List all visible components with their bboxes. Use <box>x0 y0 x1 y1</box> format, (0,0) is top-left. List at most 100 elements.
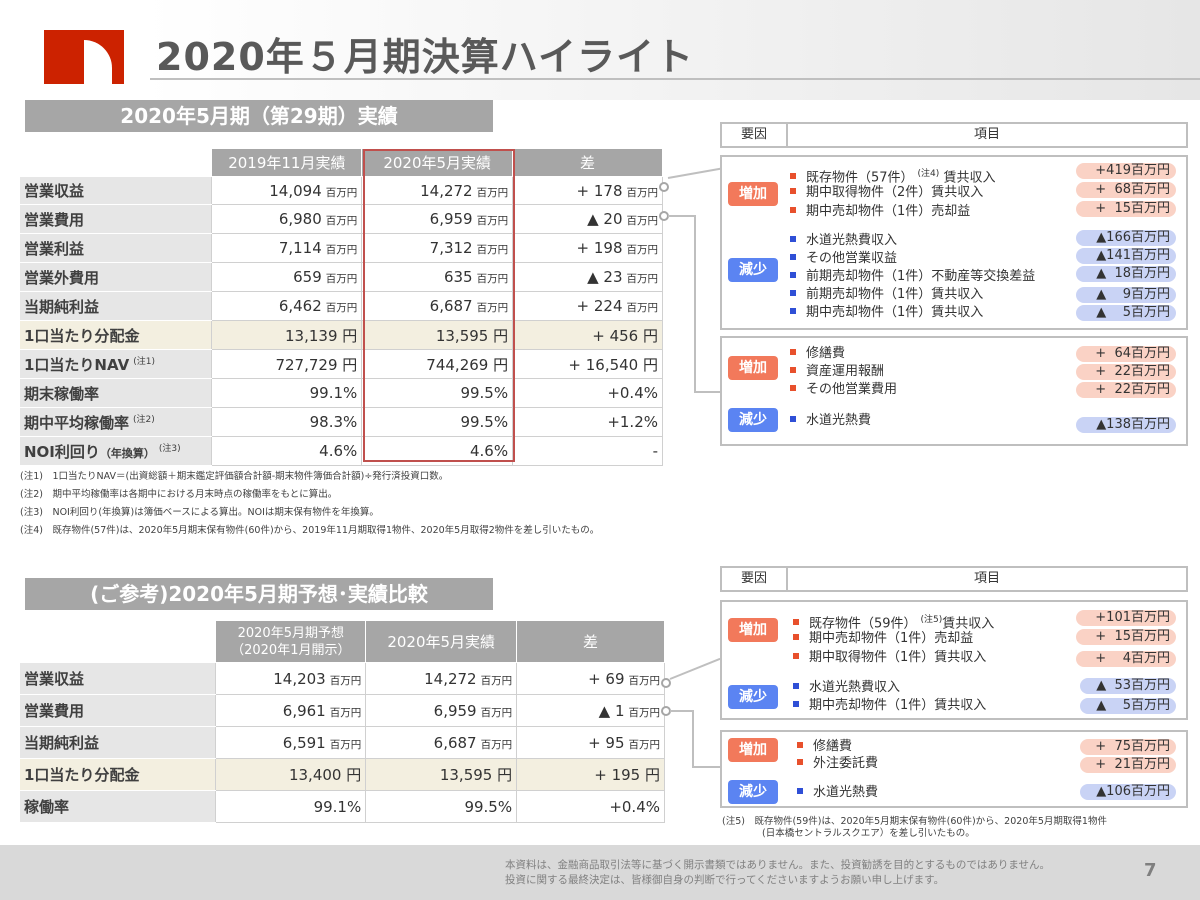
amount-pill: + 15百万円 <box>1076 201 1176 217</box>
table-row: 稼働率 99.1% 99.5% +0.4% <box>20 790 665 823</box>
connector-line <box>692 710 694 768</box>
footnote-5: (注5) 既存物件(59件)は、2020年5月期末保有物件(60件)から、202… <box>722 816 1107 839</box>
connector-line <box>694 391 722 393</box>
list-item: その他営業費用 <box>790 382 897 398</box>
list-item: 期中売却物件（1件）賃共収入 <box>793 698 986 714</box>
decrease-badge: 減少 <box>728 780 778 804</box>
bullet-icon <box>790 348 796 355</box>
table-row: 営業収益 14,203 百万円 14,272 百万円 + 69 百万円 <box>20 662 665 695</box>
increase-badge: 増加 <box>728 182 778 206</box>
col-header: 2020年5月実績 <box>361 148 514 177</box>
table-row: 営業利益 7,114 百万円 7,312 百万円 + 198 百万円 <box>20 233 663 263</box>
bullet-icon <box>793 700 799 707</box>
factor-header: 要因 項目 <box>720 566 1188 592</box>
table-row: 1口当たりNAV (注1) 727,729 円 744,269 円 + 16,54… <box>20 349 663 379</box>
bullet-icon <box>790 187 796 194</box>
decrease-badge: 減少 <box>728 685 778 709</box>
bullet-icon <box>793 618 799 625</box>
list-item: 期中取得物件（1件）賃共収入 <box>793 650 986 666</box>
amount-pill: + 22百万円 <box>1076 382 1176 398</box>
connector-line <box>668 215 696 217</box>
amount-pill: + 68百万円 <box>1076 182 1176 198</box>
table-row: 営業費用 6,961 百万円 6,959 百万円 ▲ 1 百万円 <box>20 694 665 727</box>
amount-pill: + 21百万円 <box>1080 757 1176 773</box>
bullet-icon <box>790 366 796 373</box>
increase-badge: 増加 <box>728 356 778 380</box>
amount-pill: + 64百万円 <box>1076 346 1176 362</box>
footnote-4: (注4) 既存物件(57件)は、2020年5月期末保有物件(60件)から、201… <box>20 525 600 536</box>
col-header: 差 <box>516 620 665 663</box>
decrease-badge: 減少 <box>728 408 778 432</box>
list-item: 前期売却物件（1件）不動産等交換差益 <box>790 269 1035 285</box>
amount-pill: ▲141百万円 <box>1076 248 1176 264</box>
footnote-2: (注2) 期中平均稼働率は各期中における月末時点の稼働率をもとに算出。 <box>20 489 338 500</box>
list-item: 水道光熱費 <box>790 413 871 429</box>
table-row: 期末稼働率 99.1% 99.5% +0.4% <box>20 378 663 408</box>
table-row: NOI利回り（年換算） (注3) 4.6% 4.6% - <box>20 436 663 466</box>
amount-pill: ▲ 5百万円 <box>1076 305 1176 321</box>
amount-pill: + 75百万円 <box>1080 739 1176 755</box>
footnotes: (注1) 1口当たりNAV＝(出資総額＋期末鑑定評価額合計額-期末物件簿価合計額… <box>20 470 670 542</box>
amount-pill: +419百万円 <box>1076 163 1176 179</box>
footnote-3: (注3) NOI利回り(年換算)は簿価ベースによる算出。NOIは期末保有物件を年… <box>20 507 379 518</box>
list-item: 前期売却物件（1件）賃共収入 <box>790 287 983 303</box>
bullet-icon <box>790 271 796 278</box>
bullet-icon <box>790 235 796 242</box>
amount-pill: + 4百万円 <box>1076 651 1176 667</box>
increase-badge: 増加 <box>728 618 778 642</box>
list-item: 水道光熱費 <box>797 785 878 801</box>
amount-pill: ▲ 53百万円 <box>1080 678 1176 694</box>
table-row: 当期純利益 6,591 百万円 6,687 百万円 + 95 百万円 <box>20 726 665 759</box>
results-table: 2019年11月実績 2020年5月実績 差 営業収益 14,094 百万円 14… <box>20 148 663 466</box>
col-header: 2020年5月実績 <box>365 620 518 663</box>
company-logo <box>44 30 124 84</box>
factor-header: 要因 項目 <box>720 122 1188 148</box>
footnote-1: (注1) 1口当たりNAV＝(出資総額＋期末鑑定評価額合計額-期末物件簿価合計額… <box>20 471 449 482</box>
connector-line <box>694 215 696 393</box>
list-item: 期中売却物件（1件）賃共収入 <box>790 305 983 321</box>
col-header: 2019年11月実績 <box>211 148 363 177</box>
list-item: 水道光熱費収入 <box>790 233 897 249</box>
bullet-icon <box>790 172 796 179</box>
list-item: 修繕費 <box>797 739 852 755</box>
col-header: 2020年5月期予想 （2020年1月開示） <box>215 620 367 663</box>
connector-line <box>667 167 724 179</box>
increase-badge: 増加 <box>728 738 778 762</box>
table-row: 営業収益 14,094 百万円 14,272 百万円 + 178 百万円 <box>20 176 663 205</box>
amount-pill: + 15百万円 <box>1076 629 1176 645</box>
bullet-icon <box>797 787 803 794</box>
list-item: 期中取得物件（2件）賃共収入 <box>790 185 983 201</box>
page-title: 2020年５月期決算ハイライト <box>156 35 695 79</box>
table-row: 営業費用 6,980 百万円 6,959 百万円 ▲ 20 百万円 <box>20 204 663 234</box>
amount-pill: + 22百万円 <box>1076 364 1176 380</box>
amount-pill: +101百万円 <box>1076 610 1176 626</box>
table-row-highlight: 1口当たり分配金 13,400 円 13,595 円 + 195 円 <box>20 758 665 791</box>
bullet-icon <box>790 289 796 296</box>
list-item: 修繕費 <box>790 346 845 362</box>
section1-header: 2020年5月期（第29期）実績 <box>25 100 493 132</box>
section2-header: (ご参考)2020年5月期予想･実績比較 <box>25 578 493 610</box>
amount-pill: ▲106百万円 <box>1080 784 1176 800</box>
disclaimer: 本資料は、金融商品取引法等に基づく開示書類ではありません。また、投資勧誘を目的と… <box>505 859 1051 886</box>
list-item: 期中売却物件（1件）売却益 <box>793 631 973 647</box>
list-item: 水道光熱費収入 <box>793 680 900 696</box>
connector-dot <box>659 182 669 192</box>
decrease-badge: 減少 <box>728 258 778 282</box>
bullet-icon <box>797 758 803 765</box>
table-row: 当期純利益 6,462 百万円 6,687 百万円 + 224 百万円 <box>20 291 663 321</box>
page-number: 7 <box>1144 860 1157 881</box>
bullet-icon <box>790 253 796 260</box>
bullet-icon <box>793 682 799 689</box>
list-item: 既存物件（57件） (注4) 賃共収入 <box>790 166 995 186</box>
bullet-icon <box>790 307 796 314</box>
title-divider <box>150 78 1200 80</box>
bullet-icon <box>790 384 796 391</box>
forecast-comparison-table: 2020年5月期予想 （2020年1月開示） 2020年5月実績 差 営業収益 1… <box>20 620 665 823</box>
bullet-icon <box>793 633 799 640</box>
title-bar <box>0 0 1200 100</box>
bullet-icon <box>790 206 796 213</box>
connector-line <box>669 657 721 680</box>
connector-line <box>670 710 694 712</box>
amount-pill: ▲ 5百万円 <box>1080 698 1176 714</box>
list-item: 資産運用報酬 <box>790 364 884 380</box>
